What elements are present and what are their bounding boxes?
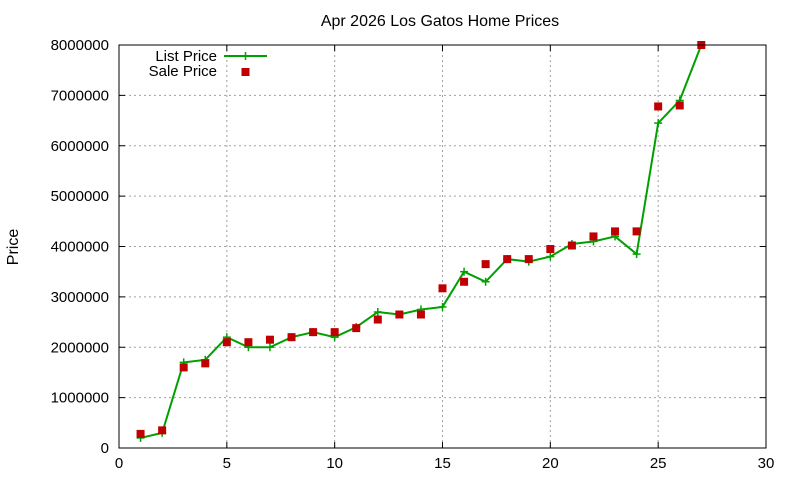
legend: List Price Sale Price [149,48,267,80]
sale-price-point [179,363,188,372]
legend-label-sale-price: Sale Price [149,63,217,80]
sale-price-point [395,310,404,319]
sale-price-point [330,328,339,337]
sale-price-point [524,255,533,264]
series-layer [136,41,706,442]
sale-price-point [503,255,512,264]
sale-price-point [654,102,663,111]
y-tick-label: 7000000 [51,87,109,104]
x-tick-label: 15 [434,455,451,472]
list-price-point [632,250,641,259]
axis-ticks: 0 5 10 15 20 25 30 0 1000000 2000000 3000000 400000… [51,37,775,472]
y-tick-label: 4000000 [51,239,109,256]
y-tick-label: 8000000 [51,37,109,54]
legend-marks [224,52,267,76]
sale-price-point [611,227,620,236]
sale-price-point [222,338,231,347]
sale-price-point [158,426,167,435]
sale-price-point [309,328,318,337]
chart-title: Apr 2026 Los Gatos Home Prices [321,13,559,30]
sale-price-point [632,227,641,236]
sale-price-point [567,241,576,250]
list-price-point [481,277,490,286]
series-0 [136,41,706,442]
sale-price-point [438,284,447,293]
list-price-point [546,252,555,261]
y-tick-label: 0 [101,440,109,457]
sale-price-point [201,359,210,368]
y-axis-label: Price [5,229,22,266]
sale-price-point [287,333,296,342]
list-price-point [265,343,274,352]
sale-price-point [546,245,555,254]
list-price-point [460,267,469,276]
x-tick-label: 0 [115,455,123,472]
x-tick-label: 5 [223,455,231,472]
y-tick-label: 5000000 [51,188,109,205]
list-price-point [654,119,663,128]
legend-marker-sale-price [241,68,250,76]
sale-price-point [265,335,274,344]
x-tick-label: 30 [758,455,775,472]
list-price-line [140,44,703,439]
y-tick-label: 1000000 [51,390,109,407]
y-tick-label: 2000000 [51,339,109,356]
sale-price-point [352,324,361,333]
sale-price-point [373,315,382,324]
plot-frame [118,44,767,449]
sale-price-point [675,101,684,110]
sale-price-point [136,429,145,438]
grid-lines [119,45,766,448]
legend-marker-list-price [241,52,250,60]
y-tick-label: 6000000 [51,138,109,155]
sale-price-point [481,260,490,269]
x-tick-label: 10 [326,455,343,472]
list-price-point [373,307,382,316]
sale-price-point [416,310,425,319]
sale-price-point [244,338,253,347]
x-tick-label: 25 [650,455,667,472]
y-tick-label: 3000000 [51,289,109,306]
list-price-point [438,302,447,311]
x-tick-label: 20 [542,455,559,472]
sale-price-point [460,277,469,286]
legend-label-list-price: List Price [155,48,217,65]
sale-price-point [589,232,598,241]
